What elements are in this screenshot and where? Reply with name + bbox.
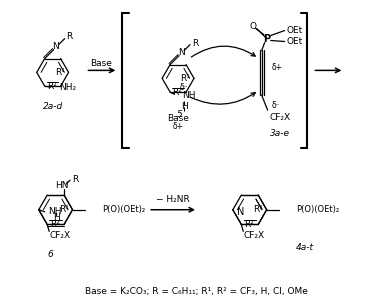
Text: CF₂X: CF₂X [270, 113, 291, 122]
Text: R¹: R¹ [180, 74, 190, 83]
Text: R¹: R¹ [253, 205, 263, 214]
FancyArrowPatch shape [191, 46, 255, 57]
Text: HN: HN [55, 181, 69, 190]
Text: OEt: OEt [287, 37, 303, 46]
FancyArrowPatch shape [191, 93, 255, 104]
Text: Base: Base [91, 59, 113, 68]
Text: R²: R² [47, 82, 56, 91]
Text: P(O)(OEt)₂: P(O)(OEt)₂ [102, 205, 145, 214]
Text: CF₂X: CF₂X [243, 231, 265, 240]
Text: δ+: δ+ [172, 123, 183, 131]
Text: R²: R² [172, 88, 182, 97]
Text: NH: NH [48, 207, 61, 216]
Text: H: H [181, 102, 187, 111]
Text: − H₂NR: − H₂NR [156, 195, 190, 204]
Text: R²: R² [50, 220, 60, 229]
Text: R¹: R¹ [55, 68, 65, 77]
Text: OEt: OEt [287, 26, 303, 35]
Text: H: H [53, 213, 60, 222]
Text: NH₂: NH₂ [59, 83, 76, 92]
Text: R: R [192, 39, 198, 48]
Text: R: R [67, 32, 73, 41]
Text: N: N [52, 42, 59, 51]
Text: 5: 5 [177, 110, 183, 119]
Text: NH: NH [182, 91, 196, 100]
Text: δ+: δ+ [272, 63, 283, 72]
Text: 4a-t: 4a-t [296, 243, 314, 252]
Text: 2a-d: 2a-d [42, 102, 63, 111]
Text: δ⁻: δ⁻ [272, 101, 280, 110]
Text: R: R [72, 175, 78, 184]
Text: P(O)(OEt)₂: P(O)(OEt)₂ [296, 205, 339, 214]
Text: Base = K₂CO₃; R = C₆H₁₁; R¹, R² = CF₃, H, Cl, OMe: Base = K₂CO₃; R = C₆H₁₁; R¹, R² = CF₃, H… [85, 287, 307, 296]
Text: 6: 6 [48, 250, 54, 259]
Text: P: P [263, 34, 270, 44]
Text: Base: Base [167, 113, 189, 123]
Text: R²: R² [244, 220, 254, 229]
Text: R¹: R¹ [59, 205, 69, 214]
Text: N: N [178, 48, 185, 57]
Text: δ⁻: δ⁻ [180, 83, 189, 92]
Text: N: N [237, 207, 244, 217]
Text: CF₂X: CF₂X [49, 231, 70, 240]
Text: 3a-e: 3a-e [270, 129, 290, 138]
Text: O: O [249, 22, 256, 31]
